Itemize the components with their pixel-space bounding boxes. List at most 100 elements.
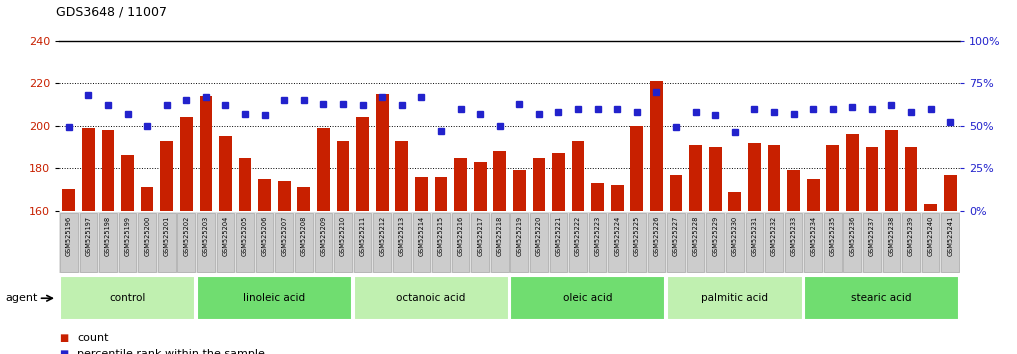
FancyBboxPatch shape bbox=[824, 213, 841, 272]
Text: GSM525230: GSM525230 bbox=[732, 216, 737, 256]
Text: percentile rank within the sample: percentile rank within the sample bbox=[77, 349, 265, 354]
FancyBboxPatch shape bbox=[511, 213, 528, 272]
Text: GSM525228: GSM525228 bbox=[693, 216, 699, 256]
Bar bbox=[278, 181, 291, 211]
Text: GSM525199: GSM525199 bbox=[124, 216, 130, 256]
Text: control: control bbox=[110, 293, 145, 303]
FancyBboxPatch shape bbox=[413, 213, 430, 272]
Bar bbox=[102, 130, 114, 211]
Bar bbox=[298, 187, 310, 211]
Text: GSM525209: GSM525209 bbox=[320, 216, 326, 256]
FancyBboxPatch shape bbox=[608, 213, 626, 272]
FancyBboxPatch shape bbox=[373, 213, 391, 272]
Bar bbox=[865, 147, 879, 211]
FancyBboxPatch shape bbox=[99, 213, 117, 272]
FancyBboxPatch shape bbox=[452, 213, 470, 272]
Bar bbox=[356, 117, 369, 211]
Text: count: count bbox=[77, 333, 109, 343]
Bar bbox=[533, 158, 545, 211]
Bar bbox=[513, 170, 526, 211]
Text: GSM525207: GSM525207 bbox=[282, 216, 287, 256]
Bar bbox=[161, 141, 173, 211]
FancyBboxPatch shape bbox=[765, 213, 783, 272]
FancyBboxPatch shape bbox=[785, 213, 802, 272]
Text: GSM525220: GSM525220 bbox=[536, 216, 542, 256]
Bar bbox=[611, 185, 623, 211]
Text: GSM525221: GSM525221 bbox=[555, 216, 561, 256]
Bar bbox=[493, 151, 506, 211]
Text: GSM525232: GSM525232 bbox=[771, 216, 777, 256]
Text: GSM525224: GSM525224 bbox=[614, 216, 620, 256]
FancyBboxPatch shape bbox=[883, 213, 900, 272]
Bar bbox=[827, 145, 839, 211]
FancyBboxPatch shape bbox=[530, 213, 548, 272]
FancyBboxPatch shape bbox=[79, 213, 98, 272]
FancyBboxPatch shape bbox=[197, 213, 215, 272]
FancyBboxPatch shape bbox=[276, 213, 293, 272]
Text: GSM525214: GSM525214 bbox=[418, 216, 424, 256]
FancyBboxPatch shape bbox=[119, 213, 136, 272]
Bar bbox=[709, 147, 721, 211]
FancyBboxPatch shape bbox=[804, 213, 822, 272]
Text: GSM525218: GSM525218 bbox=[496, 216, 502, 256]
Text: GSM525202: GSM525202 bbox=[183, 216, 189, 256]
FancyBboxPatch shape bbox=[589, 213, 606, 272]
Bar bbox=[140, 187, 154, 211]
Text: GSM525198: GSM525198 bbox=[105, 216, 111, 256]
FancyBboxPatch shape bbox=[314, 213, 333, 272]
Text: GSM525225: GSM525225 bbox=[634, 216, 640, 256]
FancyBboxPatch shape bbox=[511, 276, 665, 320]
Bar bbox=[474, 162, 486, 211]
FancyBboxPatch shape bbox=[393, 213, 411, 272]
Text: GSM525226: GSM525226 bbox=[654, 216, 659, 256]
Text: ■: ■ bbox=[59, 349, 68, 354]
FancyBboxPatch shape bbox=[178, 213, 195, 272]
Text: GSM525233: GSM525233 bbox=[790, 216, 796, 256]
Bar bbox=[924, 204, 937, 211]
Text: GSM525237: GSM525237 bbox=[869, 216, 875, 256]
Bar bbox=[121, 155, 134, 211]
Text: GSM525206: GSM525206 bbox=[261, 216, 267, 256]
Bar bbox=[885, 130, 898, 211]
Bar bbox=[846, 134, 858, 211]
Text: GSM525203: GSM525203 bbox=[203, 216, 208, 256]
Text: GSM525235: GSM525235 bbox=[830, 216, 836, 256]
FancyBboxPatch shape bbox=[217, 213, 234, 272]
FancyBboxPatch shape bbox=[921, 213, 940, 272]
Bar bbox=[631, 126, 643, 211]
Text: GSM525219: GSM525219 bbox=[517, 216, 523, 256]
Bar bbox=[650, 81, 663, 211]
Text: GSM525223: GSM525223 bbox=[595, 216, 601, 256]
FancyBboxPatch shape bbox=[60, 276, 195, 320]
Text: stearic acid: stearic acid bbox=[851, 293, 912, 303]
FancyBboxPatch shape bbox=[686, 213, 705, 272]
Text: GSM525216: GSM525216 bbox=[458, 216, 464, 256]
Bar bbox=[591, 183, 604, 211]
Bar bbox=[434, 177, 447, 211]
FancyBboxPatch shape bbox=[863, 213, 881, 272]
Text: GSM525201: GSM525201 bbox=[164, 216, 170, 256]
Bar bbox=[690, 145, 702, 211]
FancyBboxPatch shape bbox=[843, 213, 861, 272]
FancyBboxPatch shape bbox=[942, 213, 959, 272]
Bar bbox=[82, 128, 95, 211]
Bar bbox=[219, 136, 232, 211]
Bar bbox=[749, 143, 761, 211]
Bar bbox=[905, 147, 917, 211]
Text: octanoic acid: octanoic acid bbox=[397, 293, 466, 303]
Bar bbox=[669, 175, 682, 211]
Text: oleic acid: oleic acid bbox=[563, 293, 612, 303]
FancyBboxPatch shape bbox=[158, 213, 176, 272]
FancyBboxPatch shape bbox=[726, 213, 743, 272]
Text: GSM525217: GSM525217 bbox=[477, 216, 483, 256]
Text: GSM525238: GSM525238 bbox=[889, 216, 895, 256]
Text: GDS3648 / 11007: GDS3648 / 11007 bbox=[56, 6, 167, 19]
Text: GSM525241: GSM525241 bbox=[947, 216, 953, 256]
Text: GSM525200: GSM525200 bbox=[144, 216, 151, 256]
Text: GSM525239: GSM525239 bbox=[908, 216, 914, 256]
Bar bbox=[239, 158, 251, 211]
Bar bbox=[62, 189, 75, 211]
FancyBboxPatch shape bbox=[138, 213, 156, 272]
Text: GSM525229: GSM525229 bbox=[712, 216, 718, 256]
Bar bbox=[180, 117, 192, 211]
